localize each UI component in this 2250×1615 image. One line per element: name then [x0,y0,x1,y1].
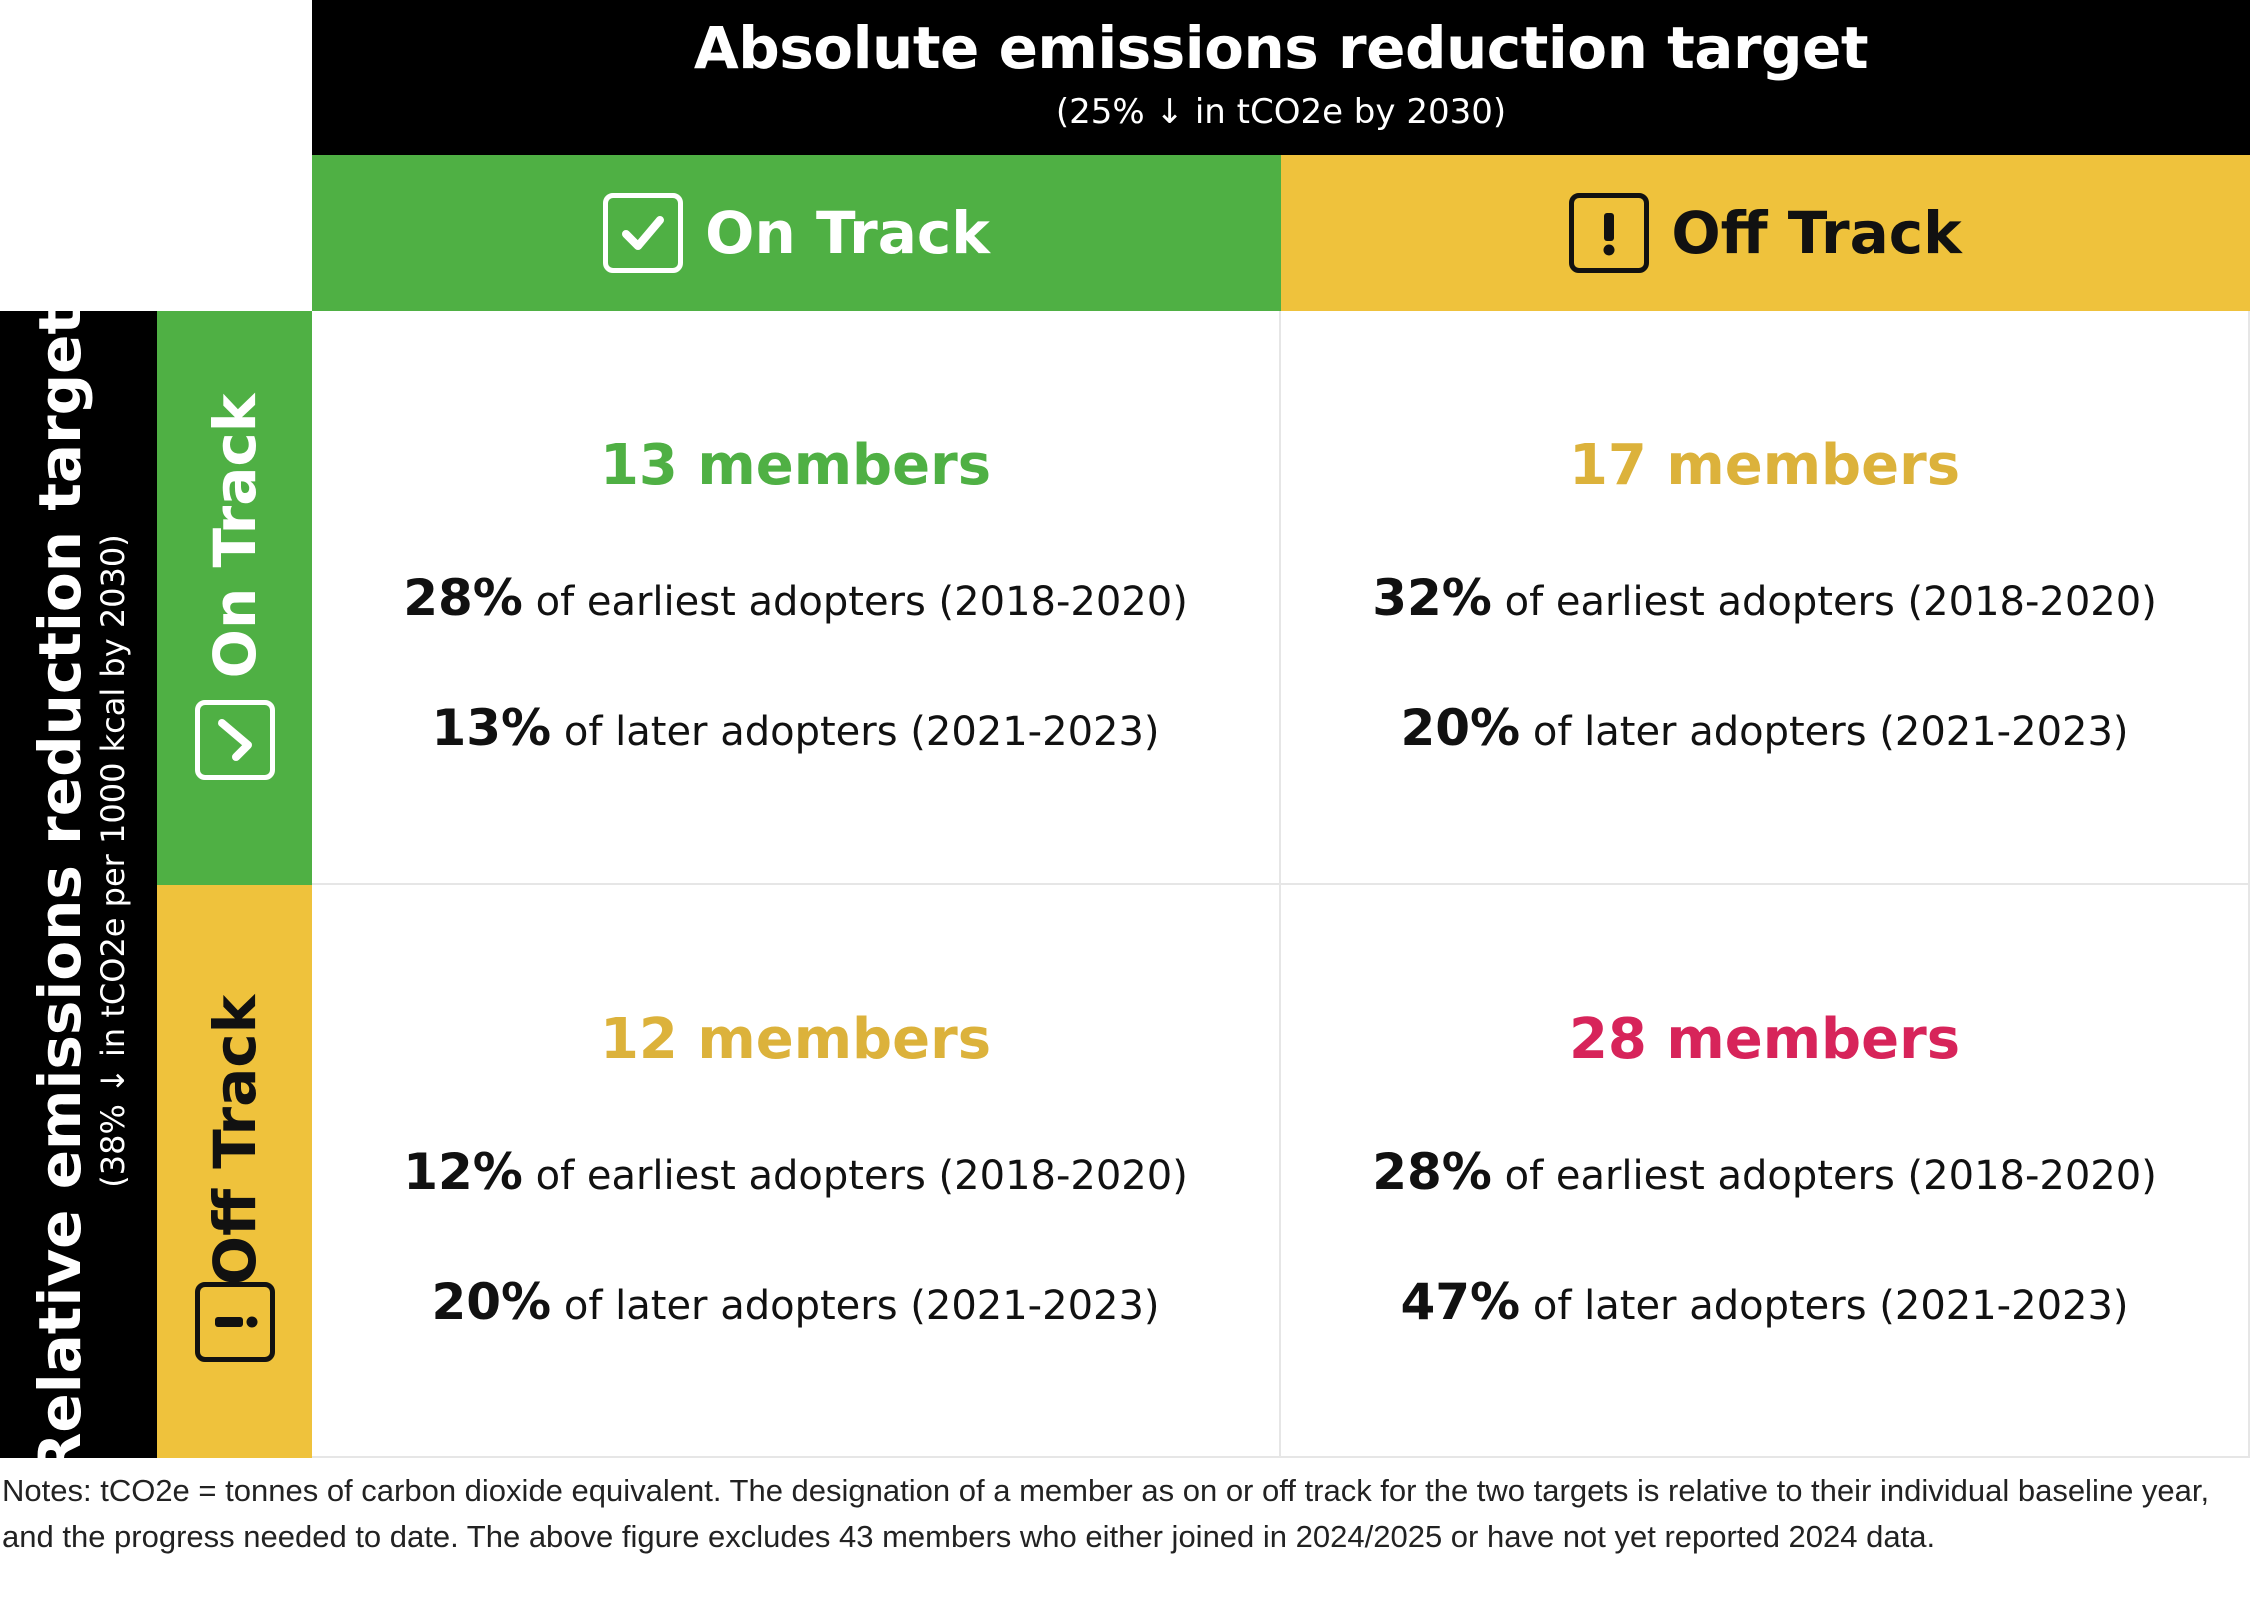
stat-percent: 20% [431,1273,552,1331]
later-adopters-stat: 47% of later adopters (2021-2023) [1281,1273,2248,1331]
cell-relative-off-absolute-on: 12 members 12% of earliest adopters (201… [312,885,1281,1458]
stat-percent: 28% [403,569,523,627]
cell-relative-off-absolute-off: 28 members 28% of earliest adopters (201… [1281,885,2250,1458]
column-label-on-track: On Track [705,199,990,267]
stat-label: of later adopters (2021-2023) [551,1283,1160,1329]
notes-text: Notes: tCO2e = tonnes of carbon dioxide … [2,1473,2210,1554]
check-icon [195,700,275,780]
stat-percent: 13% [431,699,552,757]
member-count: 28 members [1568,1007,1961,1072]
earliest-adopters-stat: 28% of earliest adopters (2018-2020) [1281,1143,2248,1201]
earliest-adopters-stat: 32% of earliest adopters (2018-2020) [1281,569,2248,627]
stat-percent: 28% [1372,1143,1492,1201]
row-header-off-track: Off Track [157,885,312,1458]
later-adopters-stat: 20% of later adopters (2021-2023) [1281,699,2248,757]
relative-target-title: Relative emissions reduction target [25,306,94,1477]
stat-label: of later adopters (2021-2023) [1520,1283,2129,1329]
stat-label: of later adopters (2021-2023) [551,709,1160,755]
later-adopters-stat: 20% of later adopters (2021-2023) [312,1273,1279,1331]
earliest-adopters-stat: 28% of earliest adopters (2018-2020) [312,569,1279,627]
cell-relative-on-absolute-off: 17 members 32% of earliest adopters (201… [1281,311,2250,885]
stat-percent: 20% [1400,699,1521,757]
member-count: 13 members [599,433,992,498]
stat-percent: 32% [1372,569,1492,627]
column-header-on-track: On Track [312,155,1281,311]
stat-percent: 47% [1400,1273,1521,1331]
relative-target-header: Relative emissions reduction target (38%… [0,306,157,1477]
row-header-on-track: On Track [157,311,312,885]
exclamation-icon [195,1282,275,1362]
absolute-target-subtitle: (25% ↓ in tCO2e by 2030) [1055,92,1507,132]
row-label-on-track: On Track [200,393,269,679]
column-label-off-track: Off Track [1671,199,1962,267]
stat-label: of earliest adopters (2018-2020) [522,1153,1188,1199]
later-adopters-stat: 13% of later adopters (2021-2023) [312,699,1279,757]
member-count: 12 members [599,1007,992,1072]
relative-target-subtitle: (38% ↓ in tCO2e per 1000 kcal by 2030) [93,533,132,1188]
earliest-adopters-stat: 12% of earliest adopters (2018-2020) [312,1143,1279,1201]
cell-relative-on-absolute-on: 13 members 28% of earliest adopters (201… [312,311,1281,885]
absolute-target-header: Absolute emissions reduction target (25%… [312,0,2250,155]
relative-target-text: Relative emissions reduction target (38%… [26,306,132,1477]
member-count: 17 members [1568,433,1961,498]
check-icon [603,193,684,273]
absolute-target-title: Absolute emissions reduction target [693,14,1869,82]
stat-label: of earliest adopters (2018-2020) [522,579,1188,625]
exclamation-icon [1569,193,1650,273]
stat-percent: 12% [403,1143,523,1201]
stat-label: of earliest adopters (2018-2020) [1491,579,2157,625]
stat-label: of later adopters (2021-2023) [1520,709,2129,755]
row-label-off-track: Off Track [200,994,269,1286]
column-header-off-track: Off Track [1281,155,2250,311]
stat-label: of earliest adopters (2018-2020) [1491,1153,2157,1199]
